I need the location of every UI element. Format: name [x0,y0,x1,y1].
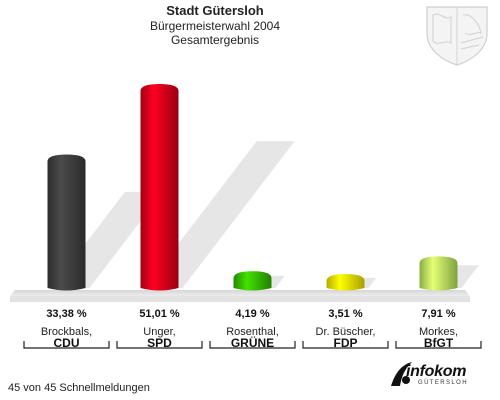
infokom-logo: infokom GÜTERSLOH [384,350,500,400]
chart-subtitle: Bürgermeisterwahl 2004 [149,19,281,33]
candidate-label-cdu: Brockbals, [41,326,92,338]
label-bracket-fdp [302,341,389,349]
bar-shadows [51,141,479,288]
chart-title: Stadt Gütersloh [166,3,264,18]
footer-status: 45 von 45 Schnellmeldungen [8,382,150,394]
candidate-label-spd: Unger, [143,326,175,338]
bars [47,83,458,291]
party-label-bfgt: BfGT [424,336,454,350]
bar-cdu [47,154,86,291]
value-labels: 33,38 % 51,01 % 4,19 % 3,51 % 7,91 % [46,308,456,320]
party-label-cdu: CDU [54,336,80,350]
value-label-fdp: 3,51 % [328,308,362,320]
logo-mark-icon [391,362,412,386]
party-label-spd: SPD [147,336,172,350]
bar-grne [233,271,272,291]
label-bracket-cdu [23,341,110,349]
chart-floor [10,290,470,302]
label-bracket-spd [116,341,203,349]
chart-subtitle-2: Gesamtergebnis [170,33,260,47]
value-label-grne: 4,19 % [235,308,269,320]
bar-fdp [326,273,365,291]
bar-shadow-spd [144,141,295,288]
party-label-fdp: FDP [334,336,358,350]
logo-subtext: GÜTERSLOH [418,380,468,386]
logo-text: infokom [406,363,467,380]
bar-bfgt [419,256,458,291]
coat-of-arms-icon [426,6,488,66]
candidate-label-fdp: Dr. Büscher, [316,326,376,338]
value-label-bfgt: 7,91 % [421,308,455,320]
bar-spd [140,83,179,291]
category-labels: Brockbals,CDU Unger,SPD Rosenthal,GRÜNE Dr.… [23,326,482,350]
candidate-label-grne: Rosenthal, [226,326,279,338]
value-label-cdu: 33,38 % [46,308,87,320]
value-label-spd: 51,01 % [139,308,180,320]
label-bracket-bfgt [395,341,482,349]
candidate-label-bfgt: Morkes, [419,326,458,338]
label-bracket-grne [209,341,296,349]
party-label-grne: GRÜNE [231,335,274,350]
